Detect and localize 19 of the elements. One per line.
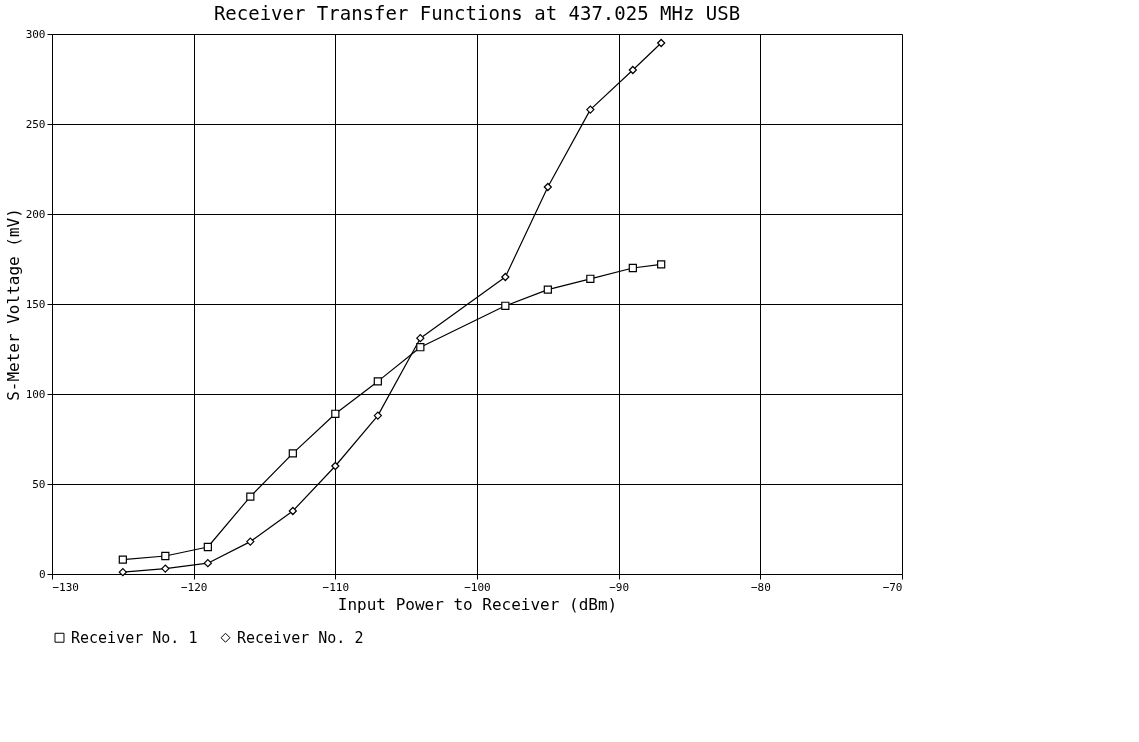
chart-title: Receiver Transfer Functions at 437.025 MHz USB — [213, 2, 741, 24]
x-axis-title: Input Power to Receiver (dBm) — [337, 594, 618, 614]
x-tick-label: −110 — [322, 580, 350, 594]
y-tick-label: 100 — [25, 387, 46, 401]
y-tick-label: 300 — [25, 27, 46, 41]
y-tick-label: 250 — [25, 117, 46, 131]
y-tick-label: 0 — [38, 567, 46, 581]
y-tick-label: 200 — [25, 207, 46, 221]
y-tick-label: 150 — [25, 297, 46, 311]
x-tick-label: −90 — [609, 580, 630, 594]
y-tick-label: 50 — [32, 477, 46, 491]
x-tick-label: −100 — [464, 580, 491, 594]
x-tick-label: −120 — [180, 580, 208, 594]
y-axis-title: S-Meter Voltage (mV) — [3, 208, 23, 401]
x-tick-label: −80 — [750, 580, 771, 594]
x-tick-label: −70 — [882, 580, 903, 594]
legend-label: Receiver No. 2 — [237, 628, 364, 647]
legend-label: Receiver No. 1 — [71, 628, 198, 647]
x-tick-label: −130 — [52, 580, 79, 594]
